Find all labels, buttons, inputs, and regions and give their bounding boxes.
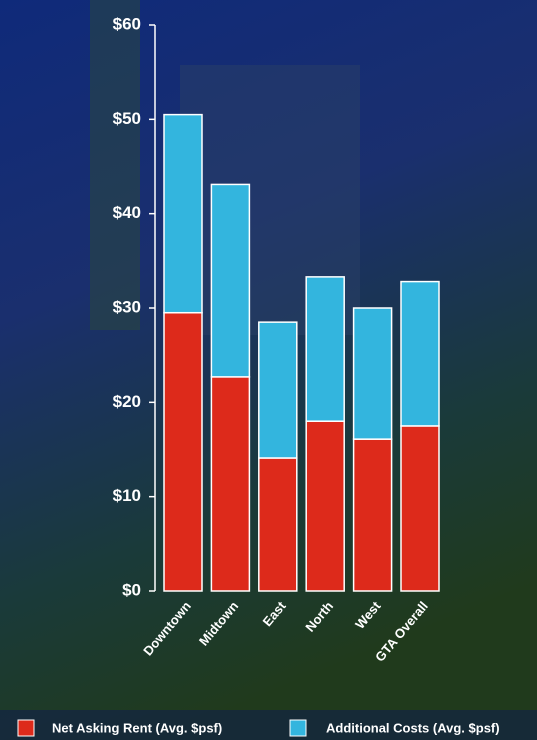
legend-swatch [17,719,35,737]
bar-segment [352,438,393,592]
bar-segment [163,113,203,314]
bar-segment [258,321,298,459]
bar-segment [163,311,203,592]
y-tick-label: $60 [113,14,141,33]
bar-segment [400,280,440,427]
legend-band [0,710,537,740]
legend-label: Additional Costs (Avg. $psf) [326,720,500,735]
bar-segment [210,376,251,592]
bar-segment [305,276,345,422]
y-tick-label: $30 [113,297,141,316]
bar-segment [210,183,251,378]
legend-label: Net Asking Rent (Avg. $psf) [52,720,222,735]
bar-segment [305,420,345,592]
legend-swatch [289,719,307,737]
bar-segment [352,307,393,440]
background-tower [90,0,140,330]
y-tick-label: $50 [113,109,141,128]
y-tick-label: $20 [113,392,141,411]
y-tick-label: $0 [122,580,141,599]
bar-segment [400,425,440,592]
y-tick-label: $10 [113,486,141,505]
y-tick-label: $40 [113,203,141,222]
bar-segment [258,457,298,592]
